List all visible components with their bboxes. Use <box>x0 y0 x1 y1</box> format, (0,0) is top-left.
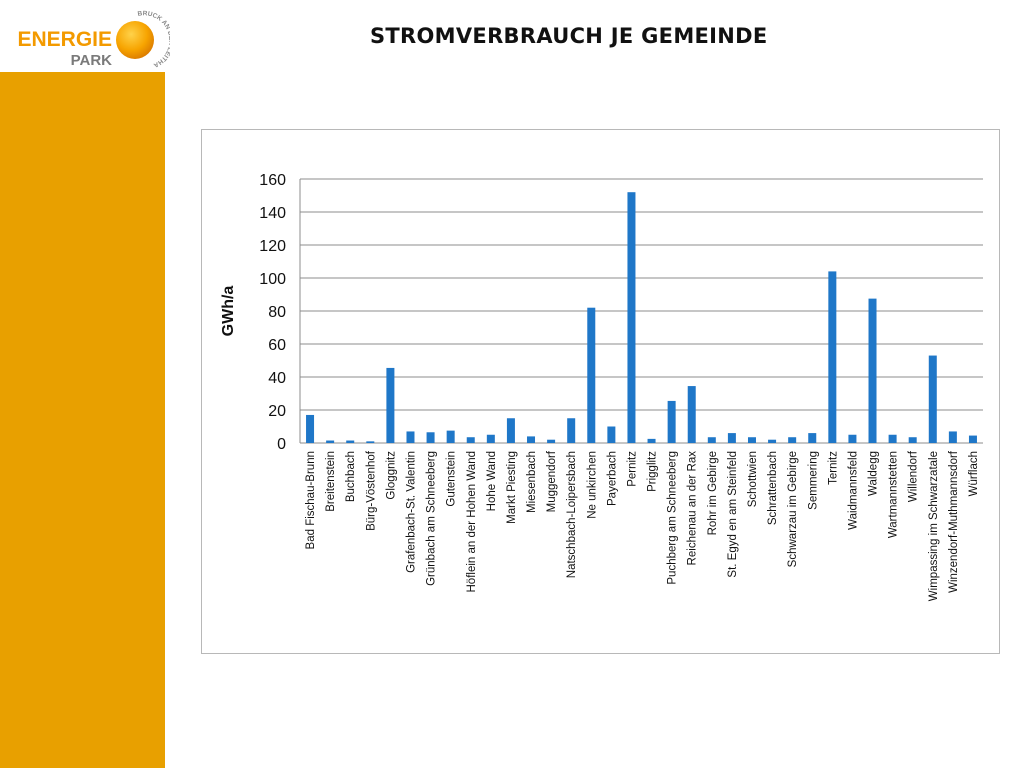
bar <box>788 437 797 443</box>
bar <box>607 426 616 443</box>
x-tick-label: Wimpassing im Schwarzatale <box>928 451 940 601</box>
bar <box>687 386 696 443</box>
x-tick-label: St. Egyd en am Steinfeld <box>727 451 739 578</box>
bar <box>326 440 335 443</box>
bar <box>386 367 395 443</box>
x-tick-label: Gutenstein <box>446 451 458 507</box>
bar <box>768 439 777 443</box>
y-tick-label: 40 <box>268 370 286 387</box>
x-tick-label: Semmering <box>807 451 819 510</box>
bar <box>908 437 917 443</box>
x-tick-label: Pernitz <box>626 451 638 487</box>
x-tick-label: Ternitz <box>827 451 839 485</box>
bar <box>567 418 576 443</box>
y-axis-label: GWh/a <box>220 286 237 337</box>
bar <box>667 400 676 443</box>
x-tick-label: Gloggnitz <box>385 451 397 500</box>
bar <box>968 435 977 443</box>
x-tick-label: Waldegg <box>868 451 880 496</box>
y-tick-label: 120 <box>259 238 286 255</box>
energiepark-logo: ENERGIE PARK BRUCK AN DER LEITHA <box>0 10 170 70</box>
bar <box>366 441 375 443</box>
bar <box>466 437 475 443</box>
x-tick-label: Schrattenbach <box>767 451 779 525</box>
x-tick-label: Wartmannstetten <box>888 451 900 538</box>
y-tick-label: 140 <box>259 205 286 222</box>
x-tick-label: Höflein an der Hohen Wand <box>466 451 478 593</box>
x-tick-label: Reichenau an der Rax <box>687 451 699 566</box>
x-tick-label: Hohe Wand <box>486 451 498 511</box>
y-tick-label: 60 <box>268 337 286 354</box>
x-tick-label: Ne unkirchen <box>586 451 598 519</box>
x-tick-label: Winzendorf-Muthmannsdorf <box>948 450 960 593</box>
x-tick-label: Payerbach <box>606 451 618 506</box>
y-tick-label: 20 <box>268 403 286 420</box>
x-tick-label: Prigglitz <box>647 451 659 492</box>
logo-word-energie: ENERGIE <box>17 28 112 51</box>
bar <box>527 436 536 443</box>
bar <box>547 439 556 443</box>
bar <box>306 414 315 443</box>
bar <box>808 433 817 443</box>
y-tick-label: 160 <box>259 172 286 189</box>
y-tick-label: 0 <box>277 436 286 453</box>
x-tick-label: Schwarzau im Gebirge <box>787 451 799 567</box>
chart-container: 0 20 40 60 80 100 120 140 160 GWh/a Bad Fischau-Br… <box>201 129 1000 654</box>
x-tick-label: Bürg-Vöstenhof <box>365 450 377 531</box>
x-tick-label: Breitenstein <box>325 451 337 512</box>
bar <box>868 298 877 443</box>
x-tick-label: Würflach <box>968 451 980 496</box>
bar <box>828 271 837 443</box>
page-title: STROMVERBRAUCH JE GEMEINDE <box>370 24 768 48</box>
bar <box>888 434 897 443</box>
accent-sidebar <box>0 72 165 768</box>
bar <box>627 192 636 443</box>
bar <box>446 430 455 443</box>
bar <box>426 432 435 443</box>
x-tick-label: Buchbach <box>345 451 357 502</box>
x-tick-label: Waidmannsfeld <box>847 451 859 530</box>
bar <box>486 434 495 443</box>
bar <box>928 355 937 443</box>
x-tick-label: Rohr im Gebirge <box>707 451 719 535</box>
x-tick-label: Puchberg am Schneeberg <box>667 451 679 585</box>
y-tick-label: 80 <box>268 304 286 321</box>
y-tick-label: 100 <box>259 271 286 288</box>
logo-word-park: PARK <box>71 52 113 69</box>
sun-icon <box>116 21 154 59</box>
bar <box>346 440 355 443</box>
bar <box>948 431 957 443</box>
bar <box>707 437 716 443</box>
bar <box>406 431 415 443</box>
x-tick-label: Schottwien <box>747 451 759 507</box>
bar <box>727 433 736 443</box>
bar <box>647 438 656 443</box>
x-tick-label: Muggendorf <box>546 450 558 512</box>
x-tick-label: Willendorf <box>908 450 920 502</box>
x-tick-label: Bad Fischau-Brunn <box>305 451 317 549</box>
x-tick-label: Grünbach am Schneeberg <box>426 451 438 586</box>
x-tick-label: Grafenbach-St. Valentin <box>405 451 417 573</box>
bar <box>587 307 596 443</box>
x-tick-label: Natschbach-Loipersbach <box>566 451 578 578</box>
bar-chart: 0 20 40 60 80 100 120 140 160 GWh/a Bad Fischau-Br… <box>220 172 983 601</box>
x-tick-label: Miesenbach <box>526 451 538 513</box>
x-tick-label: Markt Piesting <box>506 451 518 524</box>
bar <box>747 437 756 443</box>
bar <box>848 434 857 443</box>
bar <box>506 418 515 443</box>
